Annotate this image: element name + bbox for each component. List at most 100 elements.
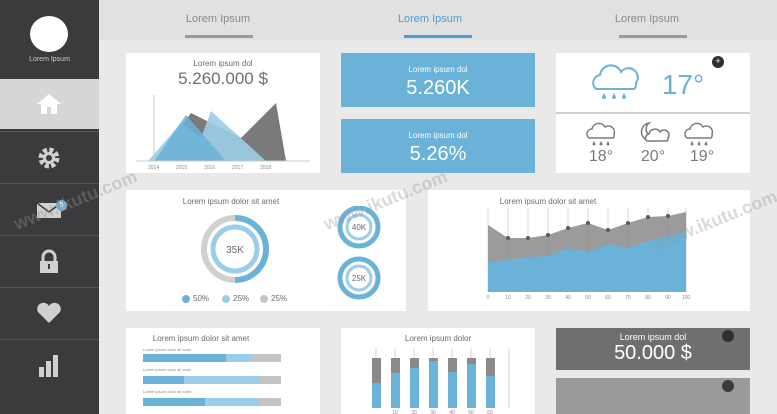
x-tick: 60 bbox=[605, 295, 611, 301]
tab-3[interactable]: Lorem Ipsum bbox=[614, 13, 680, 25]
sidebar-item-home[interactable] bbox=[0, 79, 99, 129]
donut-small-label: 40K bbox=[352, 223, 367, 232]
forecast-temp: 18° bbox=[588, 148, 614, 165]
avatar[interactable] bbox=[30, 16, 68, 52]
column-chart-card: Lorem ipsum dolor 10 20 30 40 50 60 bbox=[341, 328, 535, 414]
x-tick: 10 bbox=[392, 410, 398, 414]
donut-title: Lorem ipsum dolor sit amet bbox=[182, 197, 280, 206]
bar-row-label: Lorem ipsum dolor sit amet bbox=[143, 347, 192, 352]
year-label: 2014 bbox=[148, 165, 159, 171]
revenue-title: Lorem ipsum dol bbox=[193, 59, 253, 68]
profile: Lorem Ipsum bbox=[0, 0, 99, 79]
home-icon bbox=[37, 94, 61, 114]
tab-1[interactable]: Lorem Ipsum bbox=[185, 13, 251, 25]
add-button[interactable] bbox=[722, 380, 734, 392]
tab-1-underline bbox=[185, 35, 253, 38]
area-chart-card: Lorem ipsum dolor sit amet 0 10 20 30 40… bbox=[428, 190, 750, 311]
x-tick: 60 bbox=[487, 410, 493, 414]
sidebar-item-stats[interactable] bbox=[0, 339, 99, 414]
x-tick: 10 bbox=[505, 295, 511, 301]
stat-card-total: Lorem ipsum dol 5.260K bbox=[341, 53, 535, 107]
stat-value: 5.26% bbox=[409, 143, 467, 165]
legend-swatch bbox=[222, 294, 230, 303]
x-tick: 70 bbox=[625, 295, 631, 301]
x-tick: 20 bbox=[411, 410, 417, 414]
x-tick: 40 bbox=[449, 410, 455, 414]
rain-cloud-small-icon bbox=[684, 122, 714, 146]
bar-row-label: Lorem ipsum dolor sit amet bbox=[143, 367, 192, 372]
donut-card: Lorem ipsum dolor sit amet 35K 40K 25K 5… bbox=[126, 190, 406, 311]
stat-label: Lorem ipsum dol bbox=[408, 65, 468, 74]
progress-bars-card: Lorem ipsum dolor sit amet Lorem ipsum d… bbox=[126, 328, 320, 414]
weather-divider bbox=[556, 112, 750, 114]
x-tick: 100 bbox=[682, 295, 691, 301]
value-card: Lorem ipsum dol 50.000 $ bbox=[556, 328, 750, 370]
weather-card: + 17° 18° 20° 19° bbox=[556, 53, 750, 173]
gear-icon bbox=[38, 147, 60, 169]
forecast-temp: 19° bbox=[689, 148, 715, 165]
heart-icon bbox=[37, 302, 61, 323]
sidebar: Lorem Ipsum 5 bbox=[0, 0, 99, 414]
legend-swatch bbox=[182, 294, 190, 303]
rain-cloud-icon bbox=[592, 64, 639, 99]
donut-chart-large: 35K bbox=[201, 215, 269, 283]
bar-chart-icon bbox=[39, 355, 58, 377]
lock-icon bbox=[40, 249, 58, 273]
stat-label: Lorem ipsum dol bbox=[408, 131, 468, 140]
donut-center-label: 35K bbox=[226, 245, 244, 256]
stat-card-percent: Lorem ipsum dol 5.26% bbox=[341, 119, 535, 173]
donut-chart-small: 40K bbox=[337, 206, 381, 249]
year-label: 2018 bbox=[260, 165, 271, 171]
x-tick: 50 bbox=[468, 410, 474, 414]
top-tabs: Lorem Ipsum Lorem Ipsum Lorem Ipsum bbox=[99, 0, 777, 40]
legend-swatch bbox=[260, 294, 268, 303]
sidebar-item-favorites[interactable] bbox=[0, 287, 99, 337]
mountain-chart: 2014 2015 2016 2017 2018 bbox=[136, 95, 310, 171]
donut-small-label: 25K bbox=[352, 274, 367, 283]
bar-row-label: Lorem ipsum dolor sit amet bbox=[143, 389, 192, 394]
sidebar-item-security[interactable] bbox=[0, 235, 99, 285]
x-tick: 30 bbox=[545, 295, 551, 301]
area-chart: 0 10 20 30 40 50 60 70 80 90 100 bbox=[487, 208, 691, 301]
area-chart-title: Lorem ipsum dolor sit amet bbox=[499, 197, 597, 206]
legend-item: 50% bbox=[182, 294, 209, 303]
value-card-title: Lorem ipsum dol bbox=[619, 332, 687, 342]
tab-2-underline bbox=[404, 35, 472, 38]
legend-item: 25% bbox=[222, 294, 249, 303]
legend-label: 25% bbox=[271, 294, 288, 303]
add-button[interactable]: + bbox=[712, 56, 724, 68]
x-tick: 20 bbox=[525, 295, 531, 301]
x-tick: 80 bbox=[645, 295, 651, 301]
notification-badge: 5 bbox=[56, 200, 67, 211]
column-chart-title: Lorem ipsum dolor bbox=[404, 334, 472, 343]
legend-label: 25% bbox=[233, 294, 250, 303]
legend-item: 25% bbox=[260, 294, 287, 303]
x-tick: 50 bbox=[585, 295, 591, 301]
profile-name: Lorem Ipsum bbox=[29, 56, 70, 63]
year-label: 2015 bbox=[176, 165, 187, 171]
progress-bar bbox=[143, 376, 281, 384]
progress-bar bbox=[143, 354, 281, 362]
sidebar-item-settings[interactable] bbox=[0, 131, 99, 181]
tab-2[interactable]: Lorem Ipsum bbox=[397, 13, 463, 25]
add-button[interactable] bbox=[722, 330, 734, 342]
current-temperature: 17° bbox=[661, 69, 705, 100]
x-tick: 40 bbox=[565, 295, 571, 301]
forecast-temp: 20° bbox=[640, 148, 666, 165]
column-chart: 10 20 30 40 50 60 bbox=[372, 348, 510, 414]
value-card-secondary bbox=[556, 378, 750, 414]
value-card-value: 50.000 $ bbox=[614, 342, 692, 364]
stat-value: 5.260K bbox=[406, 77, 470, 99]
progress-bar bbox=[143, 398, 281, 406]
moon-cloud-icon bbox=[640, 121, 670, 142]
revenue-value: 5.260.000 $ bbox=[178, 69, 268, 88]
x-tick: 90 bbox=[665, 295, 671, 301]
bars-title: Lorem ipsum dolor sit amet bbox=[152, 334, 250, 343]
legend-label: 50% bbox=[193, 294, 210, 303]
donut-chart-small: 25K bbox=[337, 256, 381, 300]
rain-cloud-small-icon bbox=[586, 122, 616, 146]
x-tick: 0 bbox=[487, 295, 490, 301]
tab-3-underline bbox=[619, 35, 687, 38]
year-label: 2016 bbox=[204, 165, 215, 171]
x-tick: 30 bbox=[430, 410, 436, 414]
